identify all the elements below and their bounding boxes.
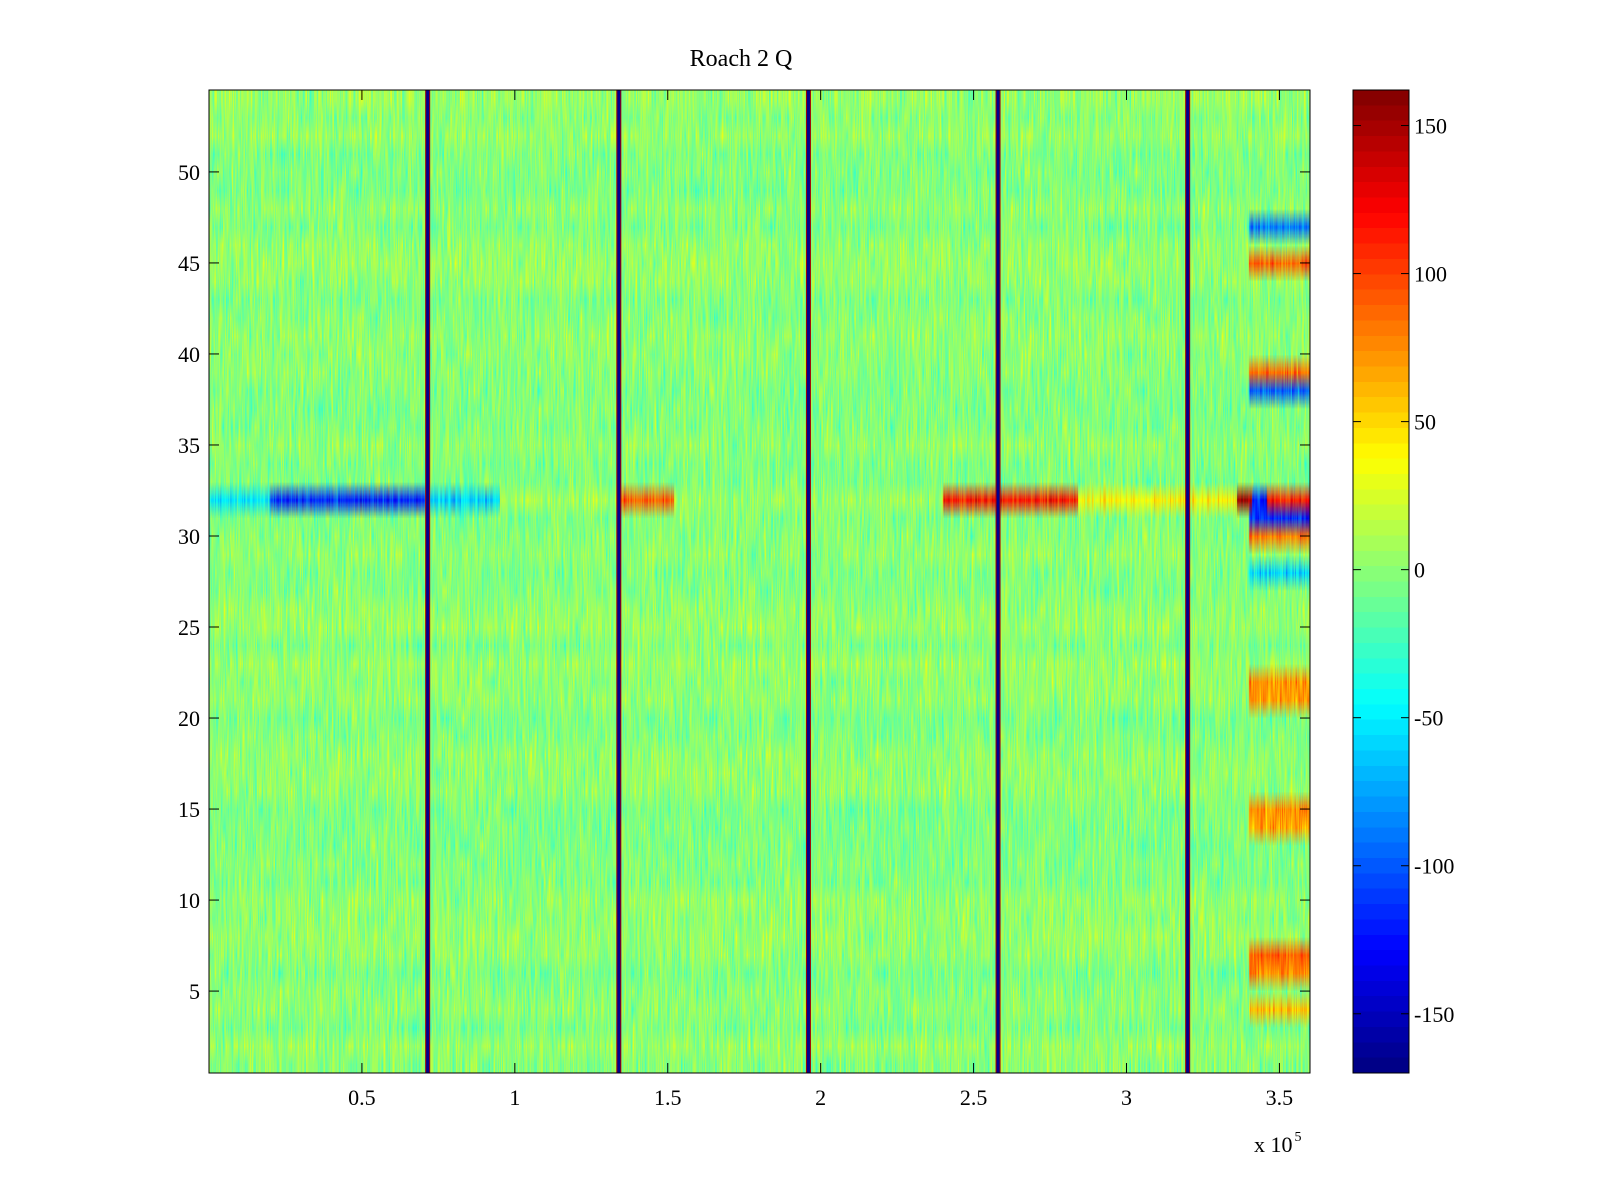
colorbar-tick-label: 100 [1414, 262, 1447, 287]
x-tick-label: 2 [815, 1085, 826, 1110]
heatmap [209, 90, 1310, 1073]
y-axis: 5 10 15 20 25 30 35 40 45 50 [178, 160, 1310, 1004]
x-axis: 0.5 1 1.5 2 2.5 3 3.5 [348, 90, 1293, 1110]
y-tick-label: 50 [178, 160, 200, 185]
vertical-stripe-1 [426, 90, 430, 1073]
y-tick-label: 35 [178, 433, 200, 458]
colorbar-tick-label: -50 [1414, 706, 1443, 731]
vertical-stripe-5 [1186, 90, 1190, 1073]
vertical-stripe-2 [617, 90, 621, 1073]
colorbar-tick-label: -150 [1414, 1002, 1454, 1027]
y-tick-label: 45 [178, 251, 200, 276]
x-exponent-base: x 10 [1254, 1132, 1293, 1157]
y-tick-label: 15 [178, 797, 200, 822]
y-tick-label: 5 [189, 979, 200, 1004]
x-exponent-label: x 10 5 [1254, 1130, 1302, 1157]
x-tick-label: 1.5 [654, 1085, 682, 1110]
x-tick-label: 0.5 [348, 1085, 376, 1110]
y-tick-label: 30 [178, 524, 200, 549]
colorbar-tick-label: 50 [1414, 410, 1436, 435]
plot-frame [208, 89, 1311, 1074]
x-tick-label: 1 [509, 1085, 520, 1110]
colorbar-axis: 150 100 50 0 -50 -100 -150 [1353, 114, 1454, 1027]
y-tick-label: 25 [178, 615, 200, 640]
colorbar-tick-label: -100 [1414, 854, 1454, 879]
colorbar [1353, 90, 1409, 1073]
x-tick-label: 3.5 [1266, 1085, 1294, 1110]
colorbar-tick-label: 0 [1414, 558, 1425, 583]
chart-title: Roach 2 Q [690, 46, 793, 72]
y-tick-label: 10 [178, 888, 200, 913]
colorbar-frame [1352, 89, 1410, 1074]
vertical-stripe-3 [806, 90, 810, 1073]
y-tick-label: 20 [178, 706, 200, 731]
x-exponent-power: 5 [1295, 1130, 1302, 1145]
colorbar-tick-label: 150 [1414, 114, 1447, 139]
y-tick-label: 40 [178, 342, 200, 367]
vertical-stripe-4 [996, 90, 1000, 1073]
x-tick-label: 2.5 [960, 1085, 988, 1110]
x-tick-label: 3 [1121, 1085, 1132, 1110]
